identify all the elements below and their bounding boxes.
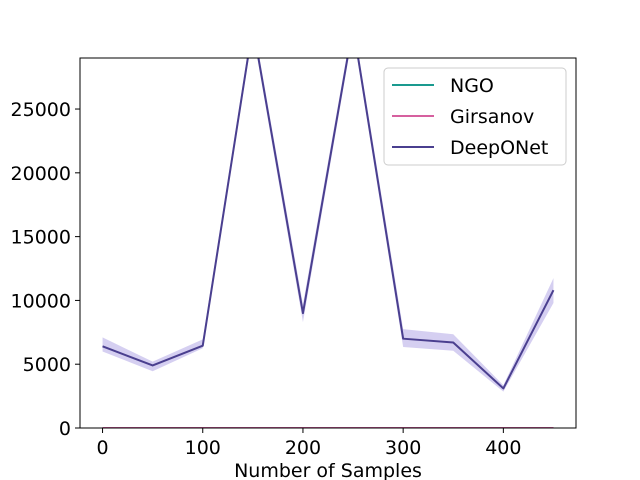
x-tick-label: 300: [385, 437, 421, 459]
y-tick-label: 20000: [11, 163, 71, 185]
plot-area: [102, 58, 555, 428]
y-tick-label: 5000: [23, 354, 71, 376]
x-axis: 0 100 200 300 400: [96, 428, 521, 459]
legend-label-ngo: NGO: [450, 75, 494, 97]
legend: NGO Girsanov DeepONet: [383, 67, 567, 166]
y-tick-label: 0: [59, 418, 71, 440]
legend-label-girsanov: Girsanov: [450, 106, 534, 128]
y-tick-label: 10000: [11, 290, 71, 312]
x-tick-label: 400: [485, 437, 521, 459]
legend-box: [383, 67, 567, 166]
x-tick-label: 200: [285, 437, 321, 459]
y-tick-label: 25000: [11, 99, 71, 121]
y-tick-label: 15000: [11, 227, 71, 249]
x-axis-title: Number of Samples: [234, 460, 422, 480]
x-tick-label: 100: [185, 437, 221, 459]
plot-frame: [79, 57, 577, 429]
legend-label-deeponet: DeepONet: [450, 137, 548, 159]
y-axis: 0 5000 10000 15000 20000 25000: [11, 99, 80, 440]
series-line-deeponet: [102, 58, 555, 390]
x-tick-label: 0: [96, 437, 108, 459]
